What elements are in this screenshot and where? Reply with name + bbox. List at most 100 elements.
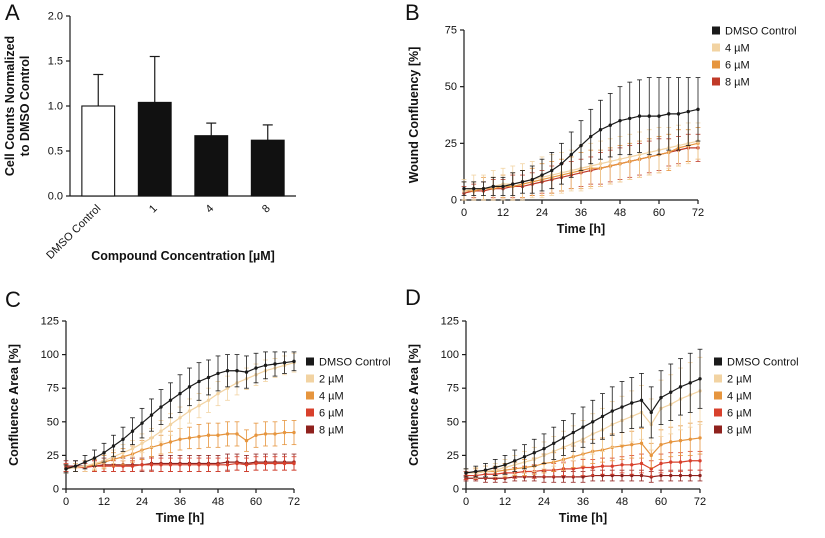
svg-text:1.5: 1.5	[48, 56, 63, 68]
bar	[137, 101, 172, 197]
legend-swatch	[714, 357, 722, 366]
legend-label: 6 µM	[727, 408, 752, 420]
svg-text:36: 36	[575, 207, 587, 219]
panel-label-a: A	[5, 0, 20, 25]
svg-text:48: 48	[616, 496, 628, 508]
legend-label: 6 µM	[319, 408, 344, 420]
bar	[194, 135, 229, 197]
legend-swatch	[714, 374, 722, 383]
svg-text:125: 125	[41, 316, 59, 328]
y-axis-title: to DMSO Control	[18, 56, 32, 157]
svg-text:25: 25	[47, 450, 59, 462]
series-dmso-control	[461, 77, 701, 196]
legend-swatch	[714, 408, 722, 417]
svg-text:0: 0	[463, 496, 469, 508]
svg-text:100: 100	[441, 349, 459, 361]
svg-text:2.0: 2.0	[48, 11, 63, 23]
series-2-µm	[63, 352, 297, 474]
legend-swatch	[712, 77, 720, 86]
y-axis-title: Confluence Area [%]	[407, 344, 421, 466]
svg-text:75: 75	[47, 383, 59, 395]
legend: DMSO Control 4 µM 6 µM 8 µM	[712, 26, 797, 89]
line-chart-confluence-area-1: 0 25 50 75 100 125 Confluence Area [%] 0 12 24 36 4…	[7, 316, 391, 526]
series-4-µm	[63, 420, 297, 474]
x-tick-label: 8	[260, 203, 273, 216]
legend-swatch	[306, 408, 314, 417]
svg-text:48: 48	[614, 207, 626, 219]
legend-label: 2 µM	[727, 374, 752, 386]
svg-text:0: 0	[63, 496, 69, 508]
legend-label: 4 µM	[725, 43, 750, 55]
legend-label: DMSO Control	[727, 357, 799, 369]
legend-swatch	[712, 60, 720, 69]
panel-a: A 0.0 0.5 1.0 1.5 2.0 Cell Counts Normalized t…	[0, 0, 400, 285]
legend-label: 8 µM	[319, 425, 344, 437]
svg-text:0: 0	[453, 484, 459, 496]
x-axis-title: Time [h]	[557, 222, 605, 236]
svg-text:50: 50	[445, 81, 457, 93]
svg-text:72: 72	[694, 496, 706, 508]
svg-text:72: 72	[288, 496, 300, 508]
legend-swatch	[306, 357, 314, 366]
legend-label: DMSO Control	[725, 26, 797, 38]
x-axis-title: Compound Concentration [µM]	[91, 249, 275, 263]
svg-text:50: 50	[47, 416, 59, 428]
legend-swatch	[712, 43, 720, 52]
panel-c: C 0 25 50 75 100 125 Confluence Area [%] 0 12 24 3…	[0, 285, 400, 538]
svg-text:60: 60	[655, 496, 667, 508]
legend: DMSO Control 2 µM 4 µM 6 µM 8 µM	[714, 357, 799, 437]
panel-d: D 0 25 50 75 100 125 Confluence Area [%] 0 12 24 3…	[400, 285, 825, 538]
legend-label: 2 µM	[319, 374, 344, 386]
legend-swatch	[306, 374, 314, 383]
svg-text:12: 12	[499, 496, 511, 508]
svg-text:100: 100	[41, 349, 59, 361]
legend-swatch	[306, 391, 314, 400]
legend: DMSO Control 2 µM 4 µM 6 µM 8 µM	[306, 357, 391, 437]
panel-label-c: C	[5, 287, 21, 312]
x-tick-label: 4	[204, 203, 217, 216]
svg-text:60: 60	[250, 496, 262, 508]
legend-label: 8 µM	[725, 77, 750, 89]
panel-label-b: B	[405, 0, 420, 25]
x-tick-label: 1	[147, 203, 160, 216]
svg-text:36: 36	[174, 496, 186, 508]
legend-label: 4 µM	[727, 391, 752, 403]
legend-swatch	[306, 425, 314, 434]
svg-text:0: 0	[451, 195, 457, 207]
x-axis-title: Time [h]	[156, 511, 204, 525]
panel-label-d: D	[405, 285, 421, 310]
bar-chart-cell-counts: 0.0 0.5 1.0 1.5 2.0 Cell Counts Normalized to …	[3, 11, 296, 263]
series-dmso-control	[463, 348, 703, 478]
svg-text:0.5: 0.5	[48, 146, 63, 158]
series-dmso-control	[63, 351, 297, 474]
legend-label: 4 µM	[319, 391, 344, 403]
svg-text:1.0: 1.0	[48, 101, 63, 113]
legend-swatch	[714, 391, 722, 400]
svg-text:50: 50	[447, 416, 459, 428]
svg-text:60: 60	[653, 207, 665, 219]
svg-text:25: 25	[445, 138, 457, 150]
svg-text:24: 24	[136, 496, 148, 508]
legend-swatch	[712, 26, 720, 35]
svg-text:25: 25	[447, 450, 459, 462]
legend-label: 6 µM	[725, 60, 750, 72]
y-axis-title: Cell Counts Normalized	[3, 36, 17, 176]
line-chart-confluence-area-2: 0 25 50 75 100 125 Confluence Area [%] 0 12 24 36 4…	[407, 316, 799, 526]
svg-text:75: 75	[447, 383, 459, 395]
panel-b: B 0 25 50 75 Wound Confluency [%] 0 12 24 36 48 60…	[400, 0, 825, 285]
legend-swatch	[714, 425, 722, 434]
svg-text:48: 48	[212, 496, 224, 508]
svg-text:125: 125	[441, 316, 459, 328]
svg-text:75: 75	[445, 25, 457, 37]
svg-text:0: 0	[461, 207, 467, 219]
legend-label: DMSO Control	[319, 357, 391, 369]
svg-text:12: 12	[98, 496, 110, 508]
bar	[250, 139, 285, 197]
svg-text:12: 12	[497, 207, 509, 219]
x-axis-title: Time [h]	[559, 511, 607, 525]
svg-text:24: 24	[536, 207, 548, 219]
svg-text:0.0: 0.0	[48, 191, 63, 203]
y-axis-title: Confluence Area [%]	[7, 344, 21, 466]
svg-text:0: 0	[53, 484, 59, 496]
